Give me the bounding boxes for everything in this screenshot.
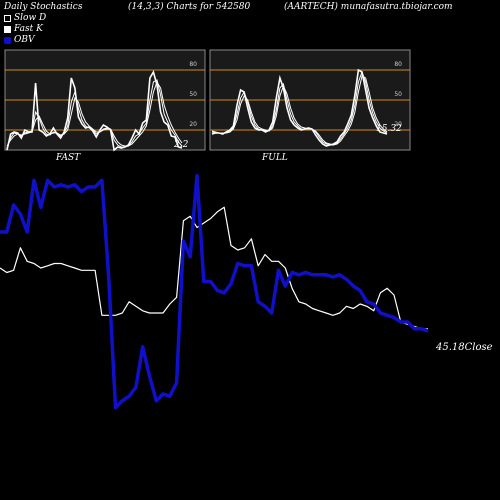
chart-title: Daily Stochastics — [4, 2, 83, 12]
full-panel-label: FULL — [262, 153, 288, 163]
legend-label-slow-d: Slow D — [14, 13, 47, 23]
fast-last-value: 2.2 — [174, 140, 189, 150]
full-last-value: 15.32 — [376, 124, 402, 134]
full-tick-label-80: 80 — [394, 61, 402, 68]
legend-item-slow-d: Slow D — [4, 13, 46, 23]
full-series-fast-k — [211, 68, 388, 147]
legend-item-fast-k: Fast K — [4, 24, 43, 34]
legend-label-fast-k: Fast K — [14, 24, 43, 34]
legend-label-obv: OBV — [14, 35, 35, 45]
full-tick-label-50: 50 — [394, 91, 402, 98]
fast-tick-label-50: 50 — [189, 91, 197, 98]
close-price-line — [0, 206, 428, 330]
fast-tick-label-80: 80 — [189, 61, 197, 68]
full-series-slow-d — [211, 70, 388, 146]
legend-swatch-fast-k — [4, 25, 11, 33]
obv-line — [0, 174, 429, 410]
fast-panel-label: FAST — [56, 153, 81, 163]
close-value-label: 45.18Close — [436, 342, 493, 353]
fast-series-fast-k — [6, 69, 183, 152]
fast-series-slow-d-lagged — [6, 80, 183, 147]
legend-item-obv: OBV — [4, 35, 35, 45]
legend-swatch-slow-d — [4, 14, 11, 22]
legend-swatch-obv — [4, 36, 11, 44]
fast-tick-label-20: 20 — [189, 121, 197, 128]
fast-series-slow-d — [6, 79, 183, 149]
full-series-slow-d-lagged — [211, 75, 388, 146]
full-tick-label-20: 20 — [394, 121, 402, 128]
chart-params: (14,3,3) Charts for 542580 — [128, 2, 251, 12]
chart-source: (AARTECH) munafasutra.tbiojar.com — [284, 2, 453, 12]
